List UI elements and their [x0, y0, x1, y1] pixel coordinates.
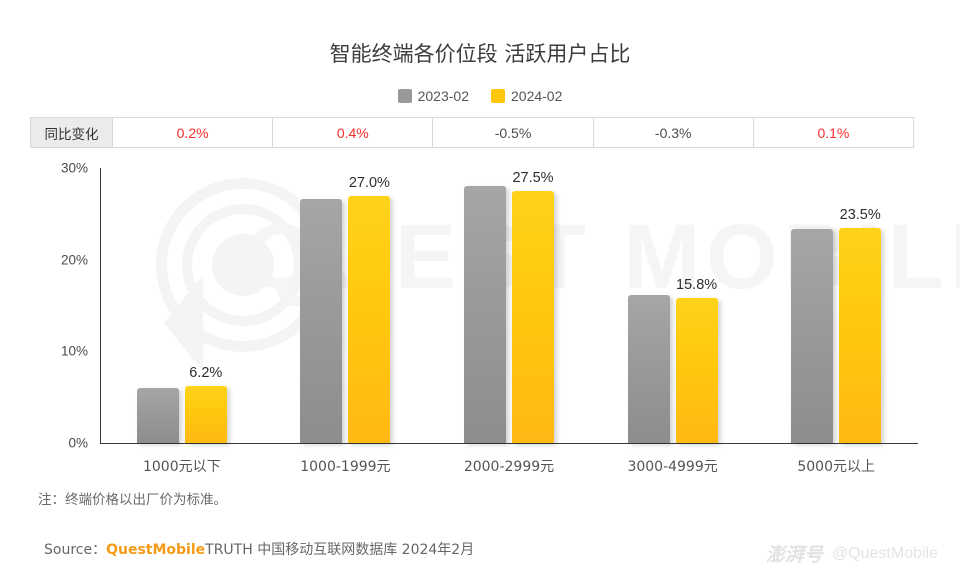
yoy-change-cell: 0.1% [817, 124, 850, 141]
y-axis-tick-label: 10% [60, 343, 88, 359]
x-axis-label: 1000元以下 [142, 459, 221, 475]
chart-title: 智能终端各价位段 活跃用户占比 [329, 42, 631, 66]
bar-value-label: 27.0% [348, 174, 390, 191]
paihao-mark: 澎湃号 [765, 544, 823, 566]
bar-2023-02 [627, 295, 670, 443]
bar-value-label: 6.2% [189, 365, 223, 382]
yoy-change-header: 同比变化 [31, 118, 113, 147]
bar-value-label: 27.5% [512, 169, 554, 186]
legend-label-2023: 2023-02 [417, 88, 469, 104]
y-axis-line [100, 168, 101, 444]
chart-source: Source：QuestMobileTRUTH 中国移动互联网数据库 2024年… [44, 539, 474, 559]
bar-2023-02 [300, 199, 343, 443]
x-axis-label: 5000元以上 [797, 459, 875, 475]
yoy-change-cell: 0.2% [113, 118, 274, 147]
source-prefix: Source： [44, 542, 107, 558]
legend-item-2024: 2024-02 [491, 88, 562, 104]
bar-2023-02 [464, 186, 506, 443]
legend-swatch-icon [397, 89, 412, 103]
bar-2024-02: 27.5% [512, 170, 554, 443]
bar-2024-02: 15.8% [675, 277, 718, 443]
y-axis-tick-label: 20% [60, 252, 88, 268]
y-axis-tick-label: 0% [68, 435, 88, 451]
chart-legend: 2023-02 2024-02 [0, 88, 960, 104]
x-axis-label: 2000-2999元 [463, 459, 555, 475]
y-axis-tick-label: 30% [60, 160, 88, 176]
source-brand: QuestMobile [106, 542, 206, 558]
yoy-change-table: 同比变化 0.2% 0.4% -0.5% -0.3% 0.1% [30, 117, 914, 148]
legend-label-2024: 2024-02 [511, 88, 563, 104]
publisher-badge: 澎湃号 @QuestMobile [766, 540, 938, 567]
bar-2024-02: 27.0% [348, 175, 391, 443]
publisher-handle: @QuestMobile [831, 544, 938, 562]
source-rest: TRUTH 中国移动互联网数据库 2024年2月 [205, 542, 475, 558]
legend-item-2023: 2023-02 [397, 88, 469, 104]
x-axis-label: 1000-1999元 [300, 459, 391, 475]
bar-value-label: 23.5% [839, 206, 881, 223]
x-axis-line [100, 443, 918, 444]
bar-2024-02: 23.5% [839, 207, 882, 443]
yoy-change-cell: -0.3% [594, 118, 754, 147]
yoy-change-cell: 0.4% [273, 118, 434, 147]
bar-value-label: 15.8% [676, 277, 718, 294]
chart-note: 注：终端价格以出厂价为标准。 [38, 492, 227, 508]
x-axis-label: 3000-4999元 [627, 459, 718, 475]
bar-2023-02 [136, 388, 179, 443]
yoy-change-cell: -0.5% [433, 118, 594, 147]
bar-2024-02: 6.2% [184, 365, 227, 443]
bar-2023-02 [791, 228, 834, 443]
legend-swatch-icon [491, 89, 505, 103]
